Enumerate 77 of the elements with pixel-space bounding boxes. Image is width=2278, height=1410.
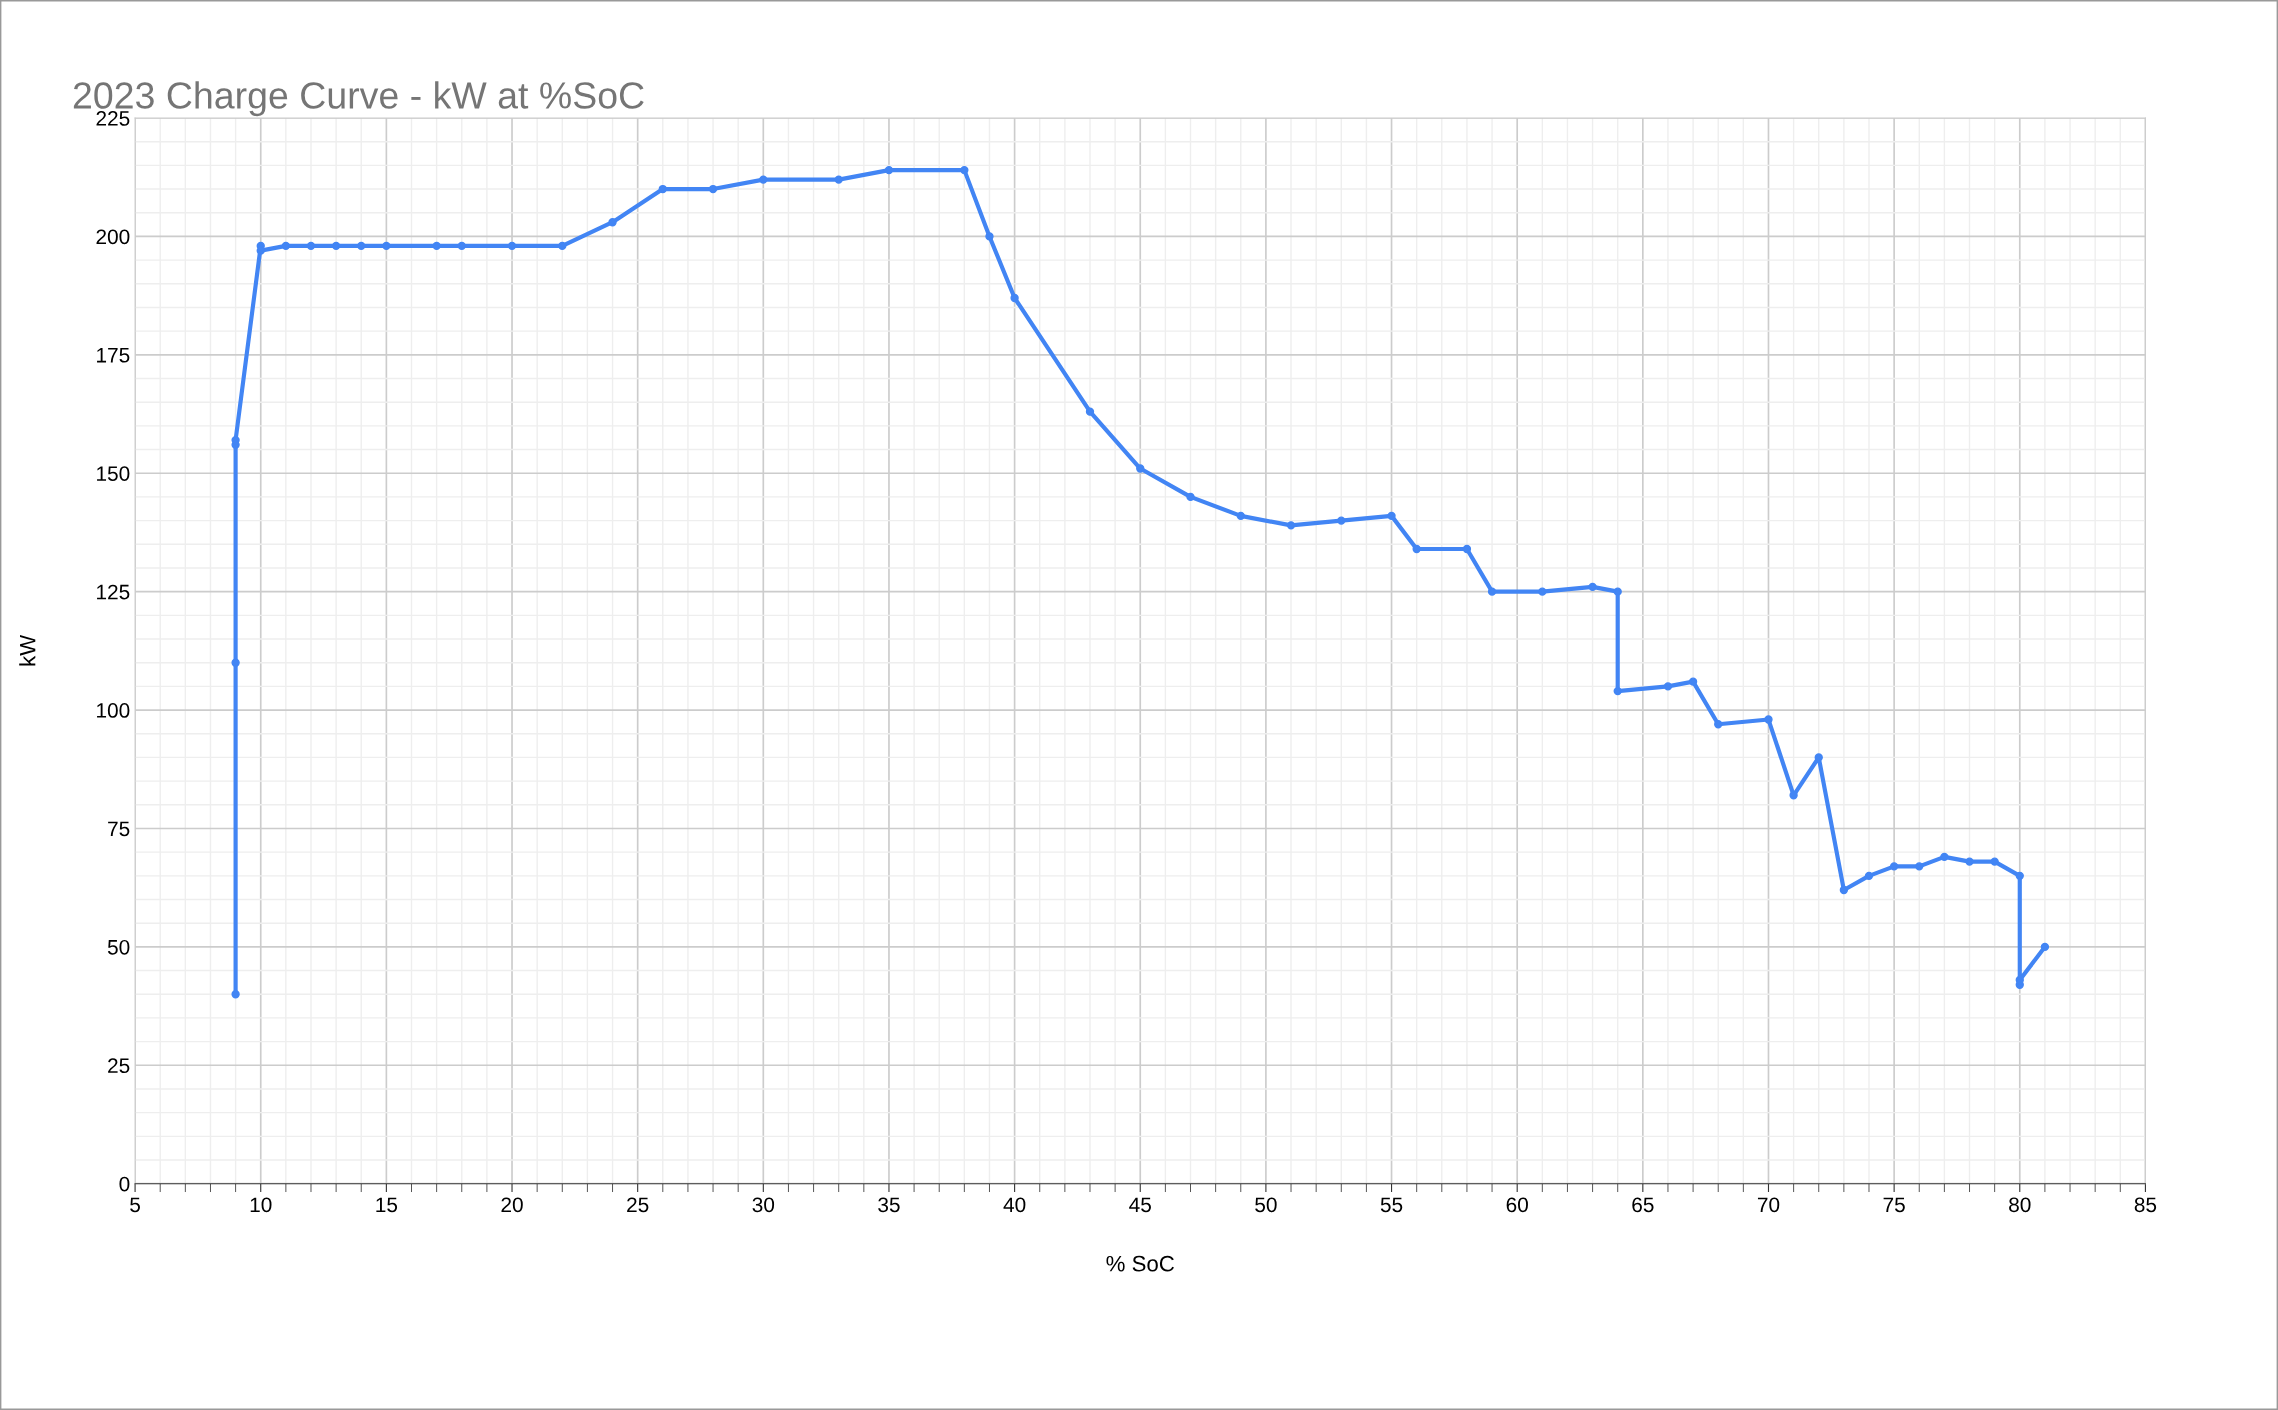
point <box>1990 857 1999 866</box>
point <box>1839 885 1849 895</box>
point <box>558 241 567 251</box>
x-tick-label: 35 <box>878 1197 900 1213</box>
point <box>1889 862 1899 871</box>
point <box>1538 587 1547 596</box>
point <box>658 184 667 194</box>
x-tick-label: 65 <box>1632 1197 1654 1213</box>
x-tick-label: 75 <box>1883 1197 1905 1213</box>
x-tick-label: 50 <box>1255 1197 1277 1213</box>
y-tick-label: 200 <box>96 229 130 245</box>
point <box>1337 516 1346 525</box>
y-axis-title: kW <box>19 634 36 666</box>
point <box>1613 686 1622 696</box>
y-tick-label: 50 <box>107 939 130 955</box>
point <box>231 990 240 999</box>
x-tick-label: 30 <box>752 1197 775 1213</box>
point <box>1663 682 1673 691</box>
point <box>1714 720 1723 729</box>
y-tick-label: 175 <box>97 348 130 363</box>
y-tick-label: 75 <box>108 821 130 837</box>
point <box>759 175 768 184</box>
point <box>1864 871 1874 880</box>
point <box>357 241 366 251</box>
y-tick-label: 100 <box>97 703 130 718</box>
point <box>708 184 718 194</box>
point <box>432 241 441 251</box>
x-tick-label: 60 <box>1506 1197 1528 1213</box>
point <box>985 232 994 241</box>
point <box>1462 544 1472 554</box>
point <box>1136 464 1145 473</box>
point <box>1236 511 1245 521</box>
point <box>834 175 843 184</box>
x-tick-label: 45 <box>1129 1197 1151 1213</box>
y-tick-label: 150 <box>97 466 130 481</box>
point <box>1286 521 1296 530</box>
x-tick-label: 10 <box>250 1197 272 1213</box>
point <box>507 241 517 251</box>
point <box>960 165 969 175</box>
point <box>457 241 466 251</box>
x-axis-title: % SoC <box>1106 1255 1174 1272</box>
x-tick-label: 70 <box>1757 1197 1780 1213</box>
point <box>1688 677 1698 686</box>
y-tick-label: 25 <box>108 1058 130 1074</box>
point <box>382 241 391 251</box>
x-tick-label: 40 <box>1003 1197 1026 1213</box>
x-tick-label: 55 <box>1380 1197 1403 1213</box>
point <box>1588 582 1597 592</box>
y-tick-label: 125 <box>97 584 130 600</box>
point <box>231 658 240 667</box>
point <box>1487 587 1497 596</box>
x-tick-label: 80 <box>2009 1197 2031 1213</box>
point <box>281 241 291 251</box>
point <box>2040 942 2050 952</box>
y-tick-label: 0 <box>119 1176 130 1192</box>
x-tick-label: 15 <box>376 1197 398 1213</box>
point <box>331 241 341 251</box>
point <box>1186 492 1195 502</box>
point <box>1010 293 1019 303</box>
point <box>1940 852 1949 862</box>
point <box>2015 871 2024 880</box>
point <box>306 241 316 251</box>
point <box>1915 862 1924 871</box>
point <box>1085 407 1095 416</box>
point <box>1764 715 1773 724</box>
point <box>1387 511 1396 521</box>
x-tick-label: 85 <box>2134 1197 2157 1213</box>
x-tick-label: 5 <box>130 1197 141 1213</box>
point <box>1613 587 1622 596</box>
x-tick-label: 25 <box>627 1197 649 1213</box>
point <box>884 165 894 175</box>
point <box>608 218 617 227</box>
point <box>1965 857 1974 866</box>
point <box>1789 791 1798 800</box>
x-tick-label: 20 <box>501 1197 523 1213</box>
point <box>1412 544 1421 554</box>
point <box>1814 753 1823 762</box>
